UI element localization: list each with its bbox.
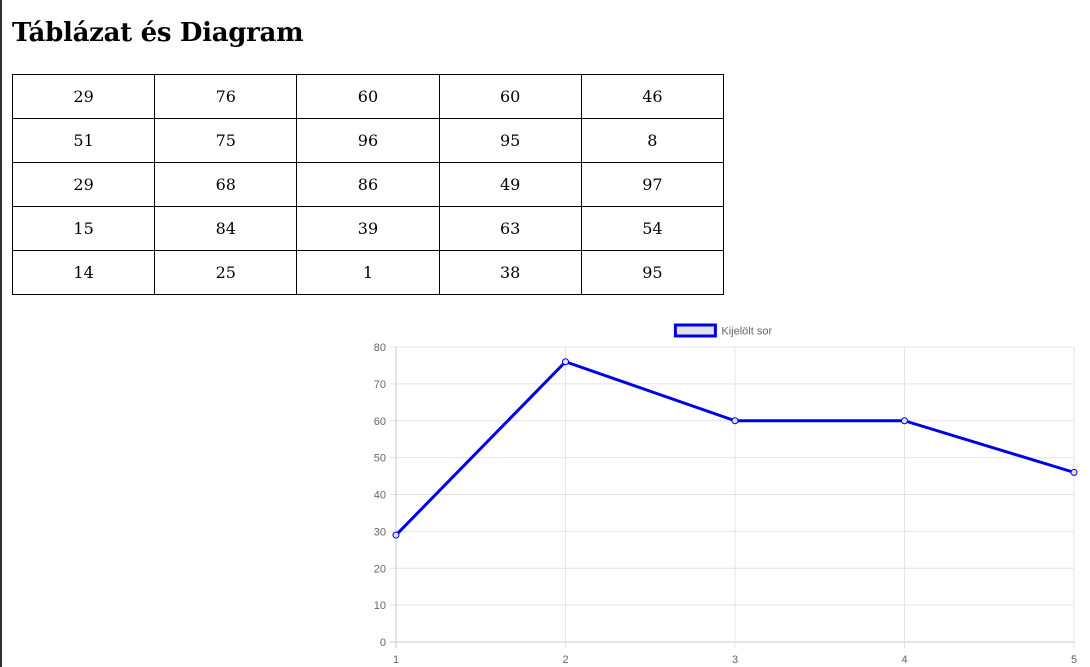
table-cell: 14: [11, 250, 156, 295]
y-tick-label: 40: [374, 490, 386, 502]
y-tick-label: 30: [374, 526, 386, 538]
table-cell: 84: [154, 206, 298, 251]
table-cell: 38: [438, 250, 582, 295]
table-row: 15 84 39 63 54: [11, 206, 725, 251]
y-tick-label: 50: [374, 453, 386, 465]
data-point: [1070, 468, 1078, 476]
table-cell: 1: [296, 250, 440, 295]
table-row: 51 75 96 95 8: [11, 118, 725, 163]
table-cell: 39: [296, 206, 440, 251]
table-cell: 25: [154, 250, 298, 295]
data-table: 29 76 60 60 46 51 75 96 95 8 29 68 86 49…: [11, 74, 725, 295]
table-cell: 15: [11, 206, 156, 251]
data-point: [901, 417, 908, 425]
y-tick-label: 20: [374, 563, 386, 575]
table-cell: 46: [580, 74, 725, 119]
table-cell: 95: [580, 250, 725, 295]
line-chart: 0 10 20 30 40 50 60 70 80 1 2 3 4 5 Kijelölt sor: [342, 312, 1090, 667]
table-cell: 29: [11, 74, 156, 119]
table-cell: 96: [296, 118, 440, 163]
table-row: 29 76 60 60 46: [11, 74, 725, 119]
legend-swatch: [673, 323, 717, 338]
x-tick-label: 5: [1071, 654, 1077, 666]
x-tick-label: 3: [732, 654, 738, 666]
x-tick-label: 4: [901, 654, 907, 666]
table-cell: 95: [438, 118, 582, 163]
data-point: [392, 531, 400, 539]
table-cell: 8: [580, 118, 725, 163]
y-tick-label: 0: [380, 637, 386, 649]
table-cell: 63: [438, 206, 582, 251]
table-row: 29 68 86 49 97: [11, 162, 725, 207]
y-tick-label: 80: [374, 342, 386, 354]
table-cell: 75: [154, 118, 298, 163]
table-cell: 60: [296, 74, 440, 119]
table-cell: 68: [154, 162, 298, 207]
table-cell: 60: [438, 74, 582, 119]
table-cell: 51: [11, 118, 156, 163]
table-cell: 76: [154, 74, 298, 119]
x-tick-label: 1: [393, 654, 399, 666]
table-cell: 97: [580, 162, 725, 207]
x-tick-label: 2: [562, 654, 568, 666]
table-cell: 86: [296, 162, 440, 207]
legend-label: Kijelölt sor: [721, 326, 772, 338]
data-point: [562, 358, 569, 366]
y-tick-label: 60: [374, 416, 386, 428]
chart-svg: 0 10 20 30 40 50 60 70 80 1 2 3 4 5 Kijelölt sor: [374, 323, 1078, 666]
table-cell: 29: [11, 162, 156, 207]
y-tick-label: 70: [374, 379, 386, 391]
table-cell: 54: [580, 206, 725, 251]
page-title: Táblázat és Diagram: [12, 18, 304, 48]
table-row: 14 25 1 38 95: [11, 250, 725, 295]
table-cell: 49: [438, 162, 582, 207]
y-tick-label: 10: [374, 600, 386, 612]
data-point: [731, 417, 739, 425]
